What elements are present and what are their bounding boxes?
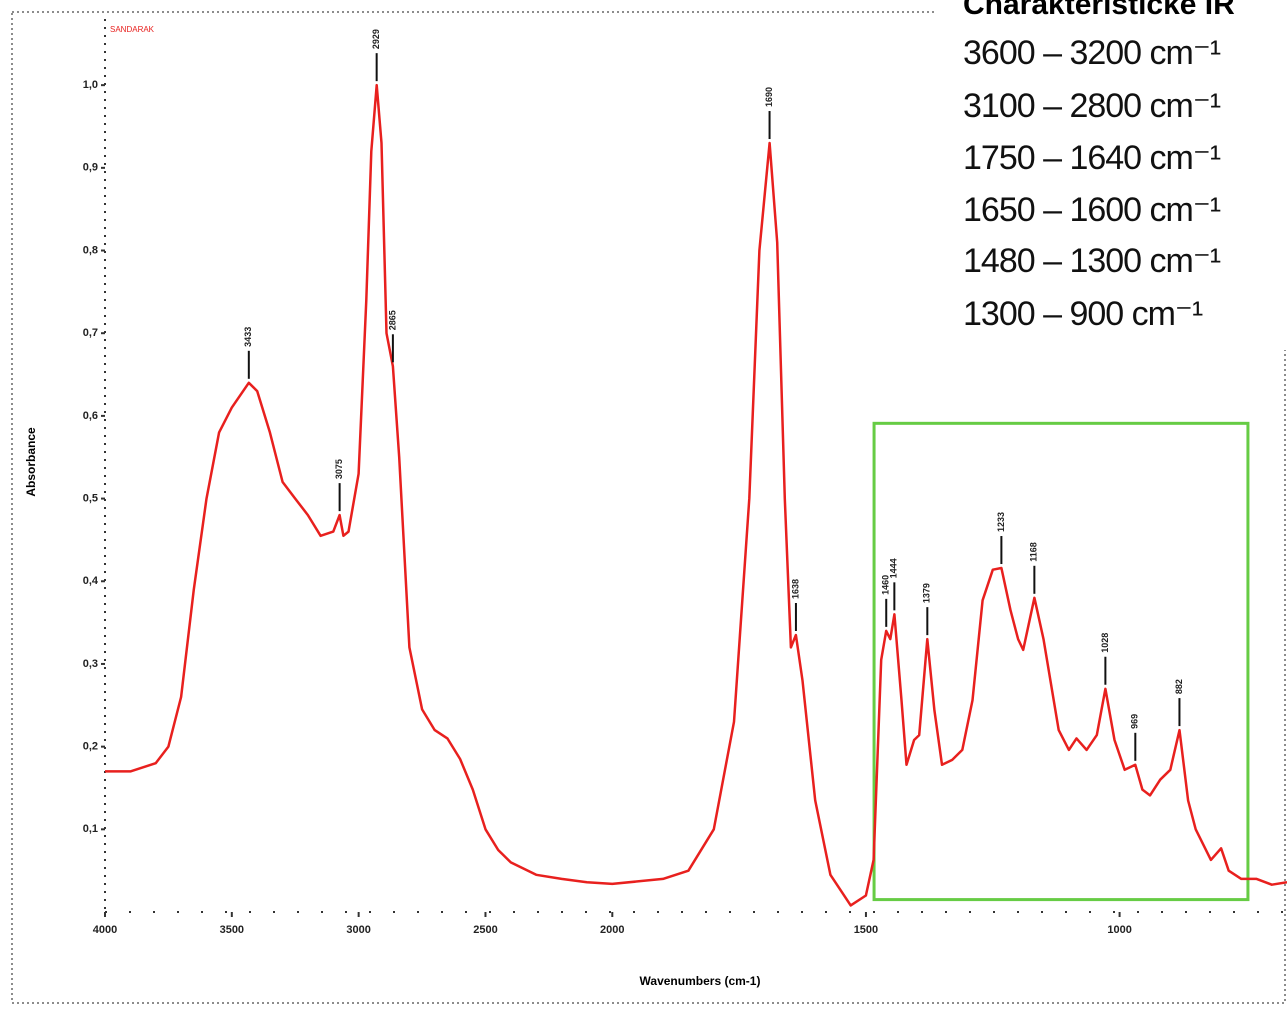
y-tick-label: 0,1 [83, 823, 98, 835]
side-title: Charakteristicke IR [963, 0, 1235, 21]
frame [11, 11, 1286, 1004]
range: 1300 – 900 cm⁻¹ [963, 295, 1203, 333]
y-tick-label: 1,0 [83, 79, 98, 91]
peak-label: 969 [1130, 714, 1140, 729]
peak-label: 882 [1174, 679, 1184, 694]
peak-label: 1233 [996, 512, 1006, 532]
peak-label: 2865 [387, 310, 397, 330]
peak-label: 3075 [334, 459, 344, 479]
y-tick-label: 0,2 [83, 741, 98, 753]
x-tick-label: 3500 [220, 924, 244, 936]
y-tick-label: 0,6 [83, 410, 98, 422]
peak-label: 1444 [889, 558, 899, 578]
peak-label: 1028 [1100, 633, 1110, 653]
y-tick-label: 0,7 [83, 327, 98, 339]
x-tick-label: 1000 [1107, 924, 1131, 936]
y-tick-label: 0,5 [83, 492, 98, 504]
range: 1750 – 1640 cm⁻¹ [963, 139, 1221, 177]
x-tick-label: 3000 [346, 924, 370, 936]
peak-label: 2929 [371, 29, 381, 49]
range: 1650 – 1600 cm⁻¹ [963, 191, 1221, 229]
highlight-box [872, 421, 1250, 902]
spectrum-line [105, 83, 1287, 907]
side-panel [935, 0, 1287, 350]
peak-label: 1168 [1029, 542, 1039, 562]
range: 3600 – 3200 cm⁻¹ [963, 34, 1221, 72]
peak-label: 1690 [764, 87, 774, 107]
range: 1480 – 1300 cm⁻¹ [963, 242, 1221, 280]
peak-label: 3433 [243, 327, 253, 347]
peak-label: 1460 [881, 575, 891, 595]
x-tick-label: 1500 [854, 924, 878, 936]
x-tick-label: 4000 [93, 924, 117, 936]
range: 3100 – 2800 cm⁻¹ [963, 87, 1221, 125]
x-tick-label: 2500 [473, 924, 497, 936]
y-tick-label: 0,9 [83, 162, 98, 174]
sample-label: SANDARAK [110, 25, 155, 34]
y-axis-label: Absorbance [24, 427, 38, 497]
y-tick-label: 0,4 [83, 575, 99, 587]
peak-label: 1638 [790, 579, 800, 599]
x-axis-label: Wavenumbers (cm-1) [640, 974, 761, 988]
y-tick-label: 0,8 [83, 244, 98, 256]
peak-label: 1379 [922, 583, 932, 603]
y-tick-label: 0,3 [83, 658, 98, 670]
x-tick-label: 2000 [600, 924, 624, 936]
